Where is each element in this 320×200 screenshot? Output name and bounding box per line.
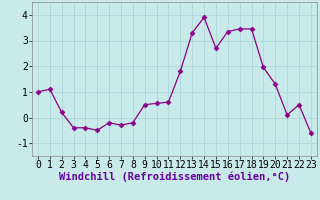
X-axis label: Windchill (Refroidissement éolien,°C): Windchill (Refroidissement éolien,°C): [59, 172, 290, 182]
